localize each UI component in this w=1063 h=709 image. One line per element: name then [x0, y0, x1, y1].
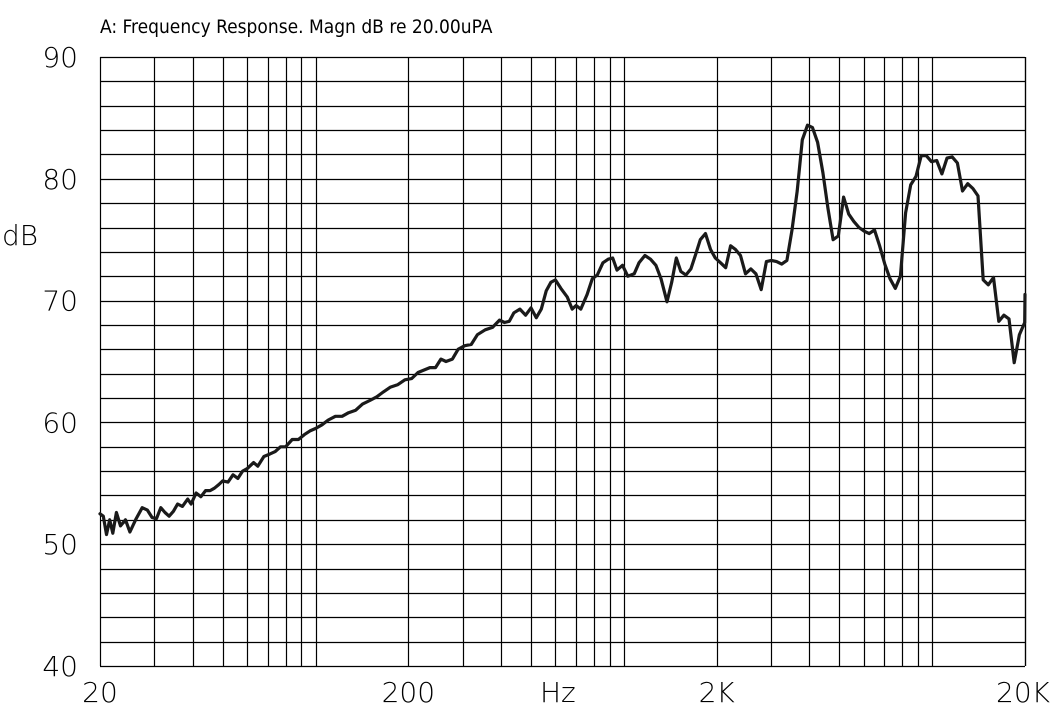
plot-grid: [99, 56, 1027, 668]
y-tick-labels: 40 50 60 70 80 90: [42, 41, 78, 683]
y-axis-label: dB: [2, 219, 38, 252]
y-tick-label: 60: [42, 406, 78, 439]
x-tick-label: 2K: [699, 676, 736, 709]
y-tick-label: 50: [42, 528, 78, 561]
chart-title: A: Frequency Response. Magn dB re 20.00u…: [100, 16, 493, 38]
x-tick-label: 20: [82, 676, 118, 709]
y-tick-label: 90: [42, 41, 78, 74]
y-tick-label: 70: [42, 285, 78, 318]
x-tick-labels: 20 200 2K 20K: [82, 676, 1050, 709]
series-group: [98, 123, 1027, 537]
frequency-response-line: [98, 123, 1027, 537]
y-tick-label: 80: [42, 163, 78, 196]
x-tick-label: 20K: [996, 676, 1051, 709]
x-tick-label: 200: [382, 676, 435, 709]
x-axis-label: Hz: [540, 676, 576, 709]
y-tick-label: 40: [42, 650, 78, 683]
